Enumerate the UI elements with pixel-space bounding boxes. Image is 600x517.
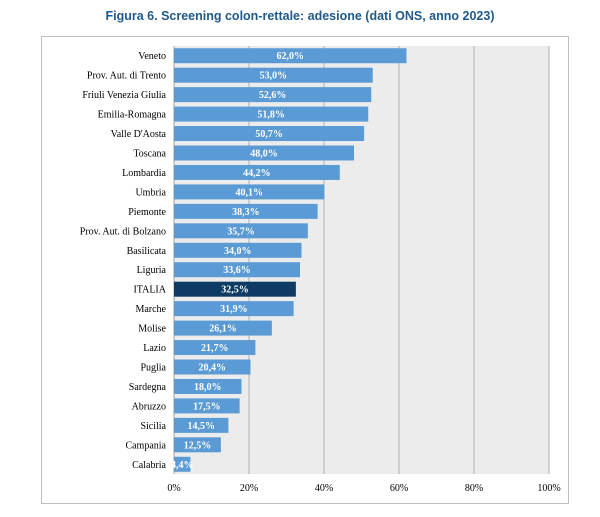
data-label: 32,5%: [221, 285, 249, 296]
category-label: Toscana: [133, 149, 166, 160]
bar: [174, 417, 229, 433]
category-label: Lombardia: [122, 168, 166, 179]
bar: [174, 242, 302, 258]
x-tick-label: 40%: [315, 483, 333, 494]
category-label: Valle D'Aosta: [111, 129, 167, 140]
bar: [174, 203, 318, 219]
x-tick-label: 80%: [465, 483, 483, 494]
category-label: Lazio: [143, 343, 166, 354]
x-tick-label: 0%: [167, 483, 180, 494]
data-label: 26,1%: [209, 324, 237, 335]
category-label: Campania: [125, 440, 166, 451]
data-label: 20,4%: [199, 363, 227, 374]
category-label: Abruzzo: [132, 401, 166, 412]
category-label: Marche: [135, 304, 166, 315]
data-label: 12,5%: [184, 440, 212, 451]
bar: [174, 87, 372, 103]
data-label: 50,7%: [255, 129, 283, 140]
data-label: 51,8%: [257, 110, 285, 121]
bar: [174, 48, 407, 64]
bar: [174, 398, 240, 414]
data-label: 62,0%: [277, 51, 305, 62]
bar: [174, 145, 354, 161]
data-label: 34,0%: [224, 246, 252, 257]
bar: [174, 262, 300, 278]
x-tick-label: 60%: [390, 483, 408, 494]
category-label: ITALIA: [133, 285, 166, 296]
category-label: Molise: [138, 324, 166, 335]
data-label: 14,5%: [187, 421, 215, 432]
category-label: Prov. Aut. di Trento: [87, 71, 166, 82]
data-label: 38,3%: [232, 207, 260, 218]
category-label: Sardegna: [129, 382, 167, 393]
category-label: Prov. Aut. di Bolzano: [80, 226, 166, 237]
data-label: 31,9%: [220, 304, 248, 315]
category-label: Calabria: [132, 460, 166, 471]
data-label: 21,7%: [201, 343, 229, 354]
category-label: Emilia-Romagna: [98, 110, 167, 121]
bar: [174, 281, 296, 297]
data-label: 4,4%: [171, 460, 194, 471]
category-label: Piemonte: [128, 207, 166, 218]
x-tick-label: 100%: [537, 483, 560, 494]
bar: [174, 437, 221, 453]
x-tick-label: 20%: [240, 483, 258, 494]
data-label: 35,7%: [227, 226, 255, 237]
data-label: 48,0%: [250, 149, 278, 160]
bar: [174, 164, 340, 180]
bar: [174, 126, 365, 142]
data-label: 44,2%: [243, 168, 271, 179]
category-label: Veneto: [138, 51, 166, 62]
data-label: 40,1%: [235, 187, 263, 198]
data-label: 52,6%: [259, 90, 287, 101]
data-label: 18,0%: [194, 382, 222, 393]
bar: [174, 340, 256, 356]
bar: [174, 456, 191, 472]
bar: [174, 301, 294, 317]
bar: [174, 184, 325, 200]
bar: [174, 67, 373, 83]
category-label: Basilicata: [127, 246, 167, 257]
chart-title: Figura 6. Screening colon-rettale: adesi…: [105, 9, 495, 23]
bar: [174, 106, 369, 122]
chart-frame: [41, 36, 569, 504]
category-label: Liguria: [137, 265, 167, 276]
category-label: Umbria: [135, 187, 166, 198]
bar: [174, 223, 308, 239]
data-label: 33,6%: [223, 265, 251, 276]
bar: [174, 359, 251, 375]
category-label: Sicilia: [140, 421, 166, 432]
data-label: 53,0%: [260, 71, 288, 82]
bar: [174, 320, 272, 336]
category-label: Friuli Venezia Giulia: [82, 90, 166, 101]
category-label: Puglia: [140, 363, 166, 374]
bar: [174, 378, 242, 394]
data-label: 17,5%: [193, 401, 221, 412]
